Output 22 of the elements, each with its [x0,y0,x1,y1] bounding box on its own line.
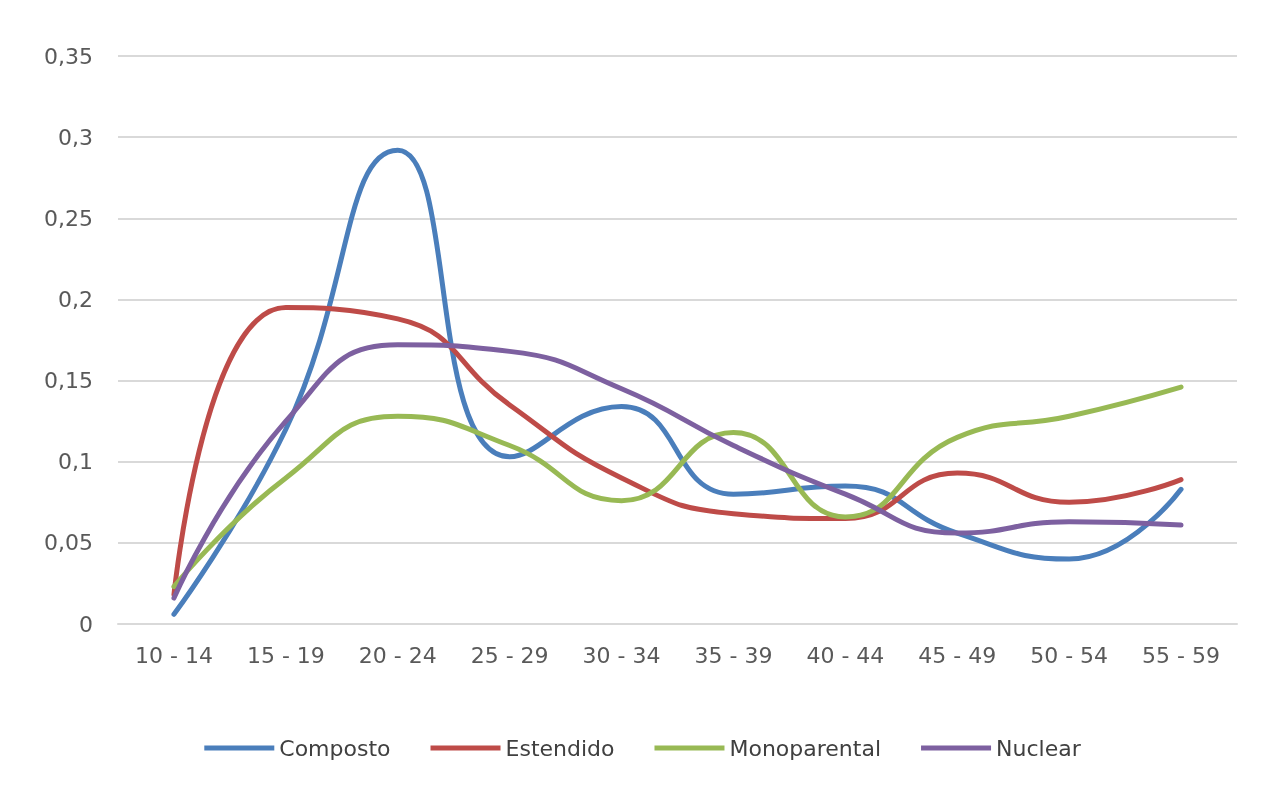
legend-label: Estendido [505,735,615,761]
x-tick-label: 10 - 14 [134,642,213,668]
x-tick-label: 15 - 19 [246,642,325,668]
x-tick-label: 20 - 24 [358,642,437,668]
y-tick-label: 0,25 [44,205,93,231]
x-tick-label: 30 - 34 [582,642,661,668]
x-tick-label: 35 - 39 [694,642,773,668]
x-tick-label: 45 - 49 [918,642,997,668]
legend-label: Nuclear [996,735,1082,761]
y-tick-label: 0,2 [58,286,93,312]
x-tick-label: 50 - 54 [1030,642,1109,668]
y-tick-label: 0,15 [44,368,93,394]
y-tick-label: 0,35 [44,43,93,69]
legend-label: Composto [279,735,391,761]
y-tick-label: 0,1 [58,449,93,475]
y-tick-label: 0,05 [44,530,93,556]
x-tick-label: 25 - 29 [470,642,549,668]
y-tick-label: 0 [79,611,93,637]
legend-label: Monoparental [729,735,882,761]
x-tick-label: 40 - 44 [806,642,885,668]
x-tick-label: 55 - 59 [1142,642,1221,668]
y-tick-label: 0,3 [58,124,93,150]
